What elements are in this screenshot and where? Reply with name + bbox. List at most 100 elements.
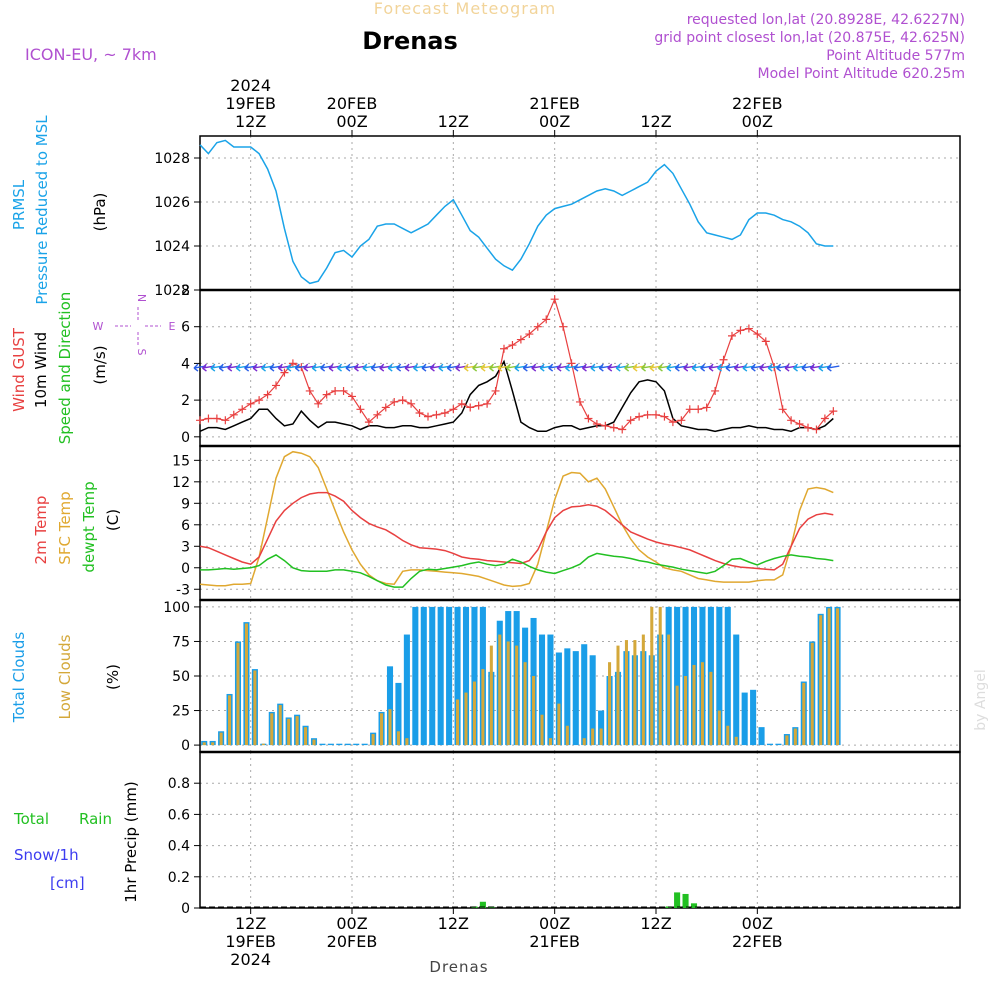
bottom-tick-label: 12Z: [235, 914, 266, 933]
gust-marker: [288, 359, 297, 368]
low-cloud-bar: [287, 718, 291, 746]
top-tick-label: 21FEB: [529, 94, 580, 113]
gust-marker: [246, 399, 255, 408]
gust-marker: [348, 392, 356, 401]
y-tick-label: 0.4: [168, 839, 190, 855]
low-cloud-bar: [675, 685, 679, 746]
precip-panel: Total Rain Snow/1h [cm] 1hr Precip (mm) …: [13, 751, 961, 917]
y-tick-label: 8: [181, 283, 190, 299]
y-tick-label: 0: [181, 738, 190, 754]
low-cloud-bar: [608, 662, 612, 746]
low-cloud-bar: [726, 725, 730, 746]
gust-marker: [685, 405, 694, 414]
gust-marker: [525, 330, 534, 339]
total-cloud-bar: [412, 606, 419, 746]
low-cloud-bar: [616, 645, 620, 746]
gust-marker: [196, 416, 204, 425]
bottom-tick-label: 12Z: [438, 914, 469, 933]
rain-bar: [479, 901, 486, 908]
wind-dir-label: Speed and Direction: [56, 292, 74, 445]
total-cloud-bar: [581, 644, 588, 746]
wind-dir-arrow: [826, 363, 840, 372]
precip-unit: 1hr Precip (mm): [122, 781, 140, 902]
gust-marker: [609, 423, 618, 432]
total-cloud-bar: [319, 743, 326, 746]
gust-marker: [550, 295, 559, 304]
y-tick-label: 0: [181, 561, 190, 577]
gust-marker: [643, 410, 652, 419]
bottom-tick-label: 19FEB: [225, 932, 276, 951]
low-cloud-bar: [793, 728, 797, 746]
y-tick-label: 12: [172, 475, 190, 491]
pressure-panel: PRMSL Pressure Reduced to MSL (hPa) 1022…: [10, 115, 961, 305]
low-cloud-bar: [548, 738, 552, 746]
top-tick-label: 2024: [230, 76, 271, 95]
gust-marker: [491, 386, 500, 395]
rain-bar: [690, 903, 698, 908]
compass-north: N: [135, 294, 148, 302]
low-cloud-bar: [506, 641, 510, 746]
bottom-tick-label: 00Z: [336, 914, 367, 933]
gust-marker: [457, 399, 466, 408]
temp-unit: (C): [104, 509, 122, 531]
y-tick-label: 2: [181, 393, 190, 409]
total-cloud-bar: [741, 692, 748, 746]
y-tick-label: 15: [172, 453, 190, 469]
top-tick-label: 20FEB: [327, 94, 378, 113]
gust-marker: [744, 324, 753, 333]
wind-unit: (m/s): [91, 345, 109, 384]
total-cloud-bar: [353, 743, 360, 746]
gust-marker: [204, 414, 213, 423]
dewpt-label: dewpt Temp: [80, 481, 98, 572]
total-cloud-bar: [716, 606, 723, 746]
low-cloud-bar: [456, 699, 460, 746]
gust-marker: [508, 341, 517, 350]
low-cloud-bar: [599, 728, 603, 746]
total-cloud-bar: [361, 743, 368, 746]
gust-marker: [626, 416, 635, 425]
rain-bar: [682, 893, 689, 908]
bottom-tick-label: 00Z: [539, 914, 570, 933]
low-cloud-bar: [582, 738, 586, 746]
top-tick-label: 00Z: [742, 112, 773, 131]
gust-marker: [829, 407, 838, 416]
total-cloud-bar: [446, 606, 453, 746]
low-cloud-bar: [261, 743, 265, 746]
compass-south: S: [135, 349, 148, 356]
total-cloud-bar: [572, 651, 579, 746]
gust-marker: [567, 359, 576, 368]
t2m-label: 2m Temp: [32, 496, 50, 565]
top-tick-label: 00Z: [336, 112, 367, 131]
total-cloud-bar: [386, 666, 394, 746]
temperature-panel: 2m Temp SFC Temp dewpt Temp (C) -3 0 3 6 9 12…: [32, 445, 961, 601]
gust-marker: [728, 331, 736, 340]
low-cloud-bar: [591, 728, 595, 746]
top-tick-label: 22FEB: [732, 94, 783, 113]
bottom-tick-label: 12Z: [640, 914, 671, 933]
gust-marker: [761, 337, 770, 346]
low-cloud-bar: [667, 634, 671, 746]
sfc-label: SFC Temp: [56, 491, 74, 564]
bottom-location: Drenas: [429, 958, 488, 976]
low-cloud-bar: [633, 640, 637, 746]
gust-marker: [280, 368, 289, 377]
total-cloud-bar: [564, 648, 571, 746]
model-label: ICON-EU, ~ 7km: [25, 45, 157, 64]
total-cloud-bar: [437, 606, 444, 746]
gust-marker: [795, 419, 804, 428]
top-tick-label: 12Z: [235, 112, 266, 131]
gust-marker: [440, 408, 449, 417]
gust-marker: [618, 425, 627, 434]
y-tick-label: 75: [172, 634, 190, 650]
gust-marker: [238, 405, 247, 414]
y-tick-label: 3: [181, 539, 190, 555]
y-tick-label: 6: [181, 320, 190, 336]
gust-marker: [719, 355, 728, 364]
low-cloud-bar: [489, 645, 493, 746]
low-cloud-bar: [312, 739, 316, 746]
total-cloud-bar: [403, 634, 410, 746]
total-cloud-bar: [471, 606, 478, 746]
clouds-panel: Total Clouds Low Clouds (%) 0 25 50 75 100: [10, 599, 961, 754]
gust-marker: [677, 416, 686, 425]
location-title: Drenas: [362, 27, 458, 55]
